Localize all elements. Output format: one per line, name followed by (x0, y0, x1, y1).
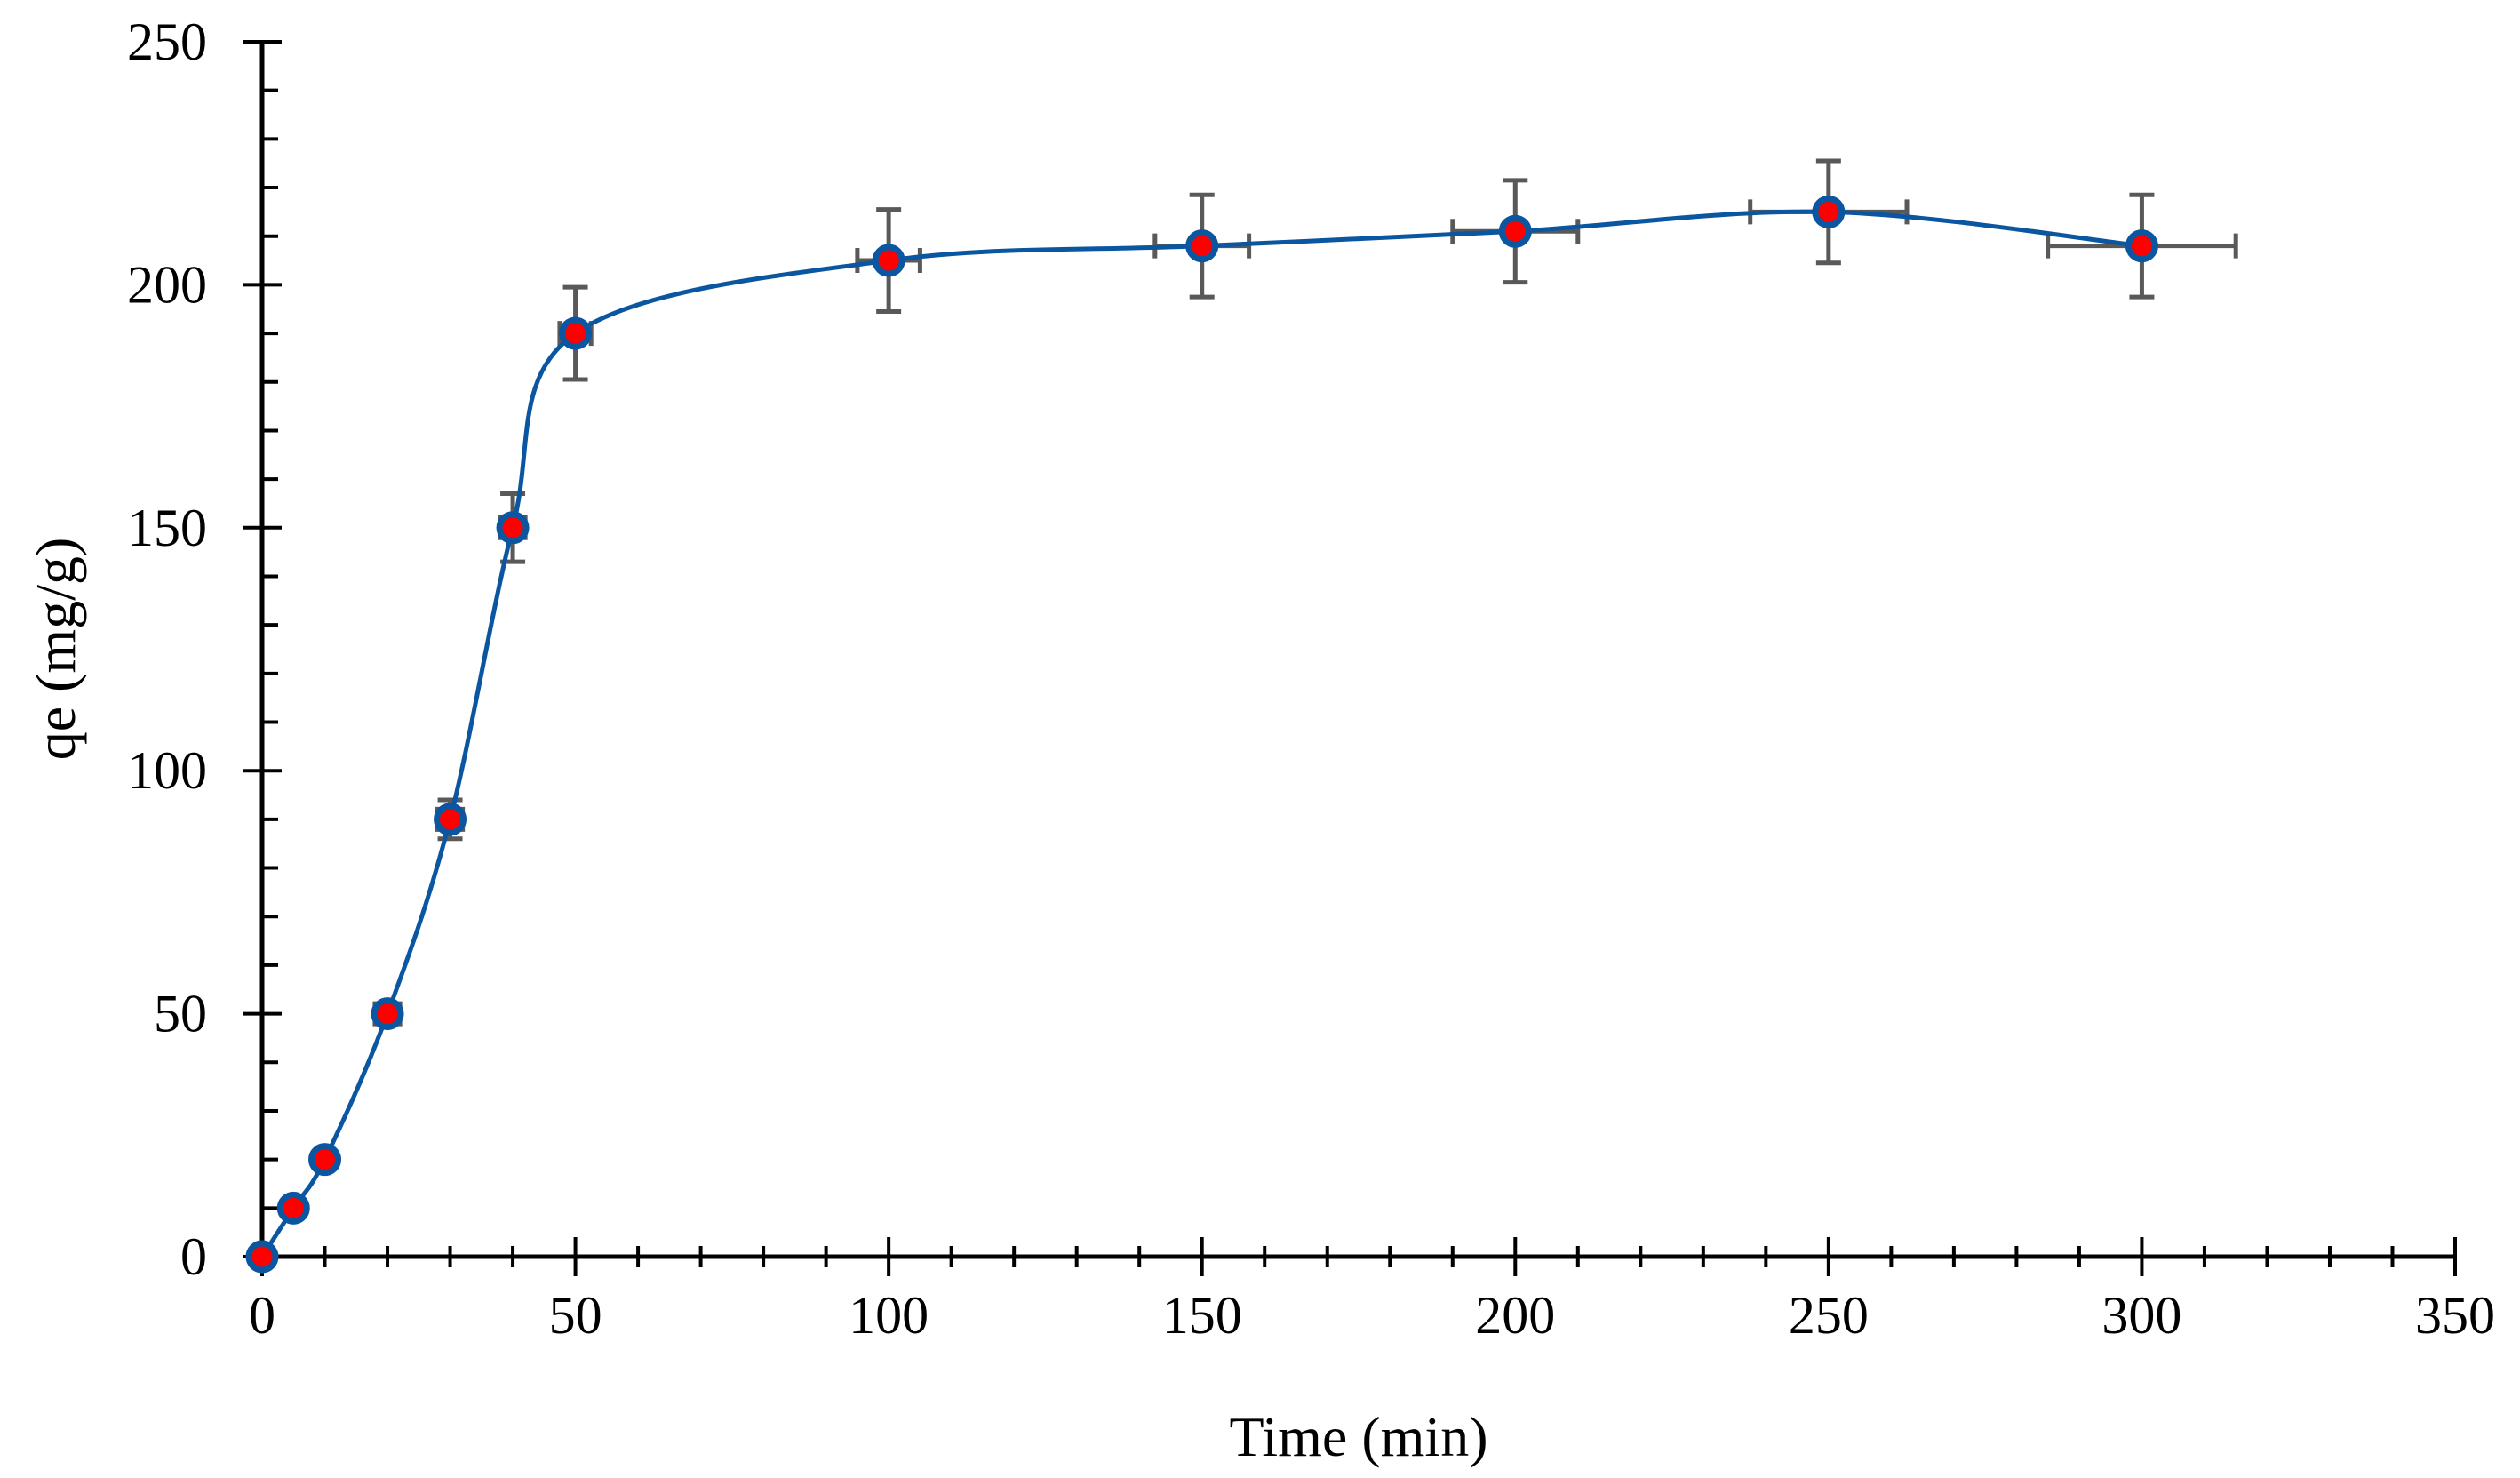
y-tick-label: 250 (127, 12, 207, 71)
data-point (872, 244, 905, 277)
fitted-curve (259, 209, 2142, 1258)
axes (259, 42, 2455, 1259)
y-tick-label: 150 (127, 499, 207, 557)
data-point (434, 803, 467, 836)
data-point (1812, 195, 1846, 228)
data-point (559, 316, 593, 350)
x-tick-label: 200 (1475, 1286, 1555, 1345)
x-tick-label: 150 (1162, 1286, 1242, 1345)
data-point (276, 1191, 310, 1225)
data-point (371, 997, 404, 1031)
y-tick-label: 0 (180, 1227, 207, 1286)
data-point (1498, 214, 1532, 248)
data-point (2125, 229, 2158, 263)
x-tick-label: 350 (2415, 1286, 2495, 1345)
x-tick-label: 0 (249, 1286, 275, 1345)
x-tick-label: 300 (2101, 1286, 2181, 1345)
tick-labels: 0 50 100 150 200 250 300 350 0 50 100 150 200 250 (127, 12, 2495, 1345)
data-point (308, 1143, 342, 1177)
y-tick-label: 50 (154, 985, 207, 1043)
data-point (1185, 229, 1219, 263)
y-tick-label: 100 (127, 741, 207, 800)
x-axis-label: Time (min) (1230, 1405, 1488, 1468)
x-tick-label: 100 (849, 1286, 929, 1345)
error-bars (372, 158, 2238, 1027)
axis-ticks (243, 40, 2457, 1276)
data-point (245, 1240, 279, 1274)
data-points (245, 195, 2158, 1274)
data-point (496, 511, 530, 545)
x-tick-label: 50 (549, 1286, 602, 1345)
y-tick-label: 200 (127, 255, 207, 314)
y-axis-label: qe (mg/g) (24, 538, 87, 761)
x-tick-label: 250 (1789, 1286, 1869, 1345)
